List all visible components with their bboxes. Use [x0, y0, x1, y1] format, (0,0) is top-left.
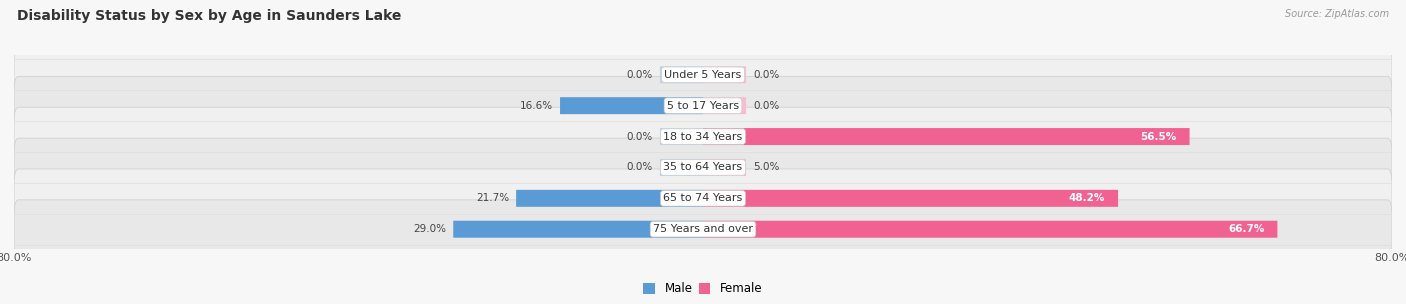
Text: 18 to 34 Years: 18 to 34 Years [664, 132, 742, 142]
Text: 48.2%: 48.2% [1069, 193, 1105, 203]
FancyBboxPatch shape [453, 221, 703, 238]
Text: Under 5 Years: Under 5 Years [665, 70, 741, 80]
Text: Disability Status by Sex by Age in Saunders Lake: Disability Status by Sex by Age in Saund… [17, 9, 401, 23]
FancyBboxPatch shape [659, 66, 703, 83]
FancyBboxPatch shape [14, 169, 1392, 228]
Text: 66.7%: 66.7% [1227, 224, 1264, 234]
FancyBboxPatch shape [703, 97, 747, 114]
FancyBboxPatch shape [703, 221, 1278, 238]
FancyBboxPatch shape [14, 200, 1392, 258]
Text: 0.0%: 0.0% [627, 132, 652, 142]
FancyBboxPatch shape [560, 97, 703, 114]
FancyBboxPatch shape [14, 46, 1392, 104]
Text: 0.0%: 0.0% [754, 70, 779, 80]
Text: 29.0%: 29.0% [413, 224, 446, 234]
FancyBboxPatch shape [703, 190, 1118, 207]
Text: 0.0%: 0.0% [627, 162, 652, 172]
Text: 5.0%: 5.0% [754, 162, 779, 172]
Text: Source: ZipAtlas.com: Source: ZipAtlas.com [1285, 9, 1389, 19]
Text: 16.6%: 16.6% [520, 101, 553, 111]
Text: 75 Years and over: 75 Years and over [652, 224, 754, 234]
FancyBboxPatch shape [516, 190, 703, 207]
Text: 0.0%: 0.0% [754, 101, 779, 111]
FancyBboxPatch shape [14, 138, 1392, 197]
Text: 35 to 64 Years: 35 to 64 Years [664, 162, 742, 172]
FancyBboxPatch shape [14, 107, 1392, 166]
FancyBboxPatch shape [659, 128, 703, 145]
Text: 5 to 17 Years: 5 to 17 Years [666, 101, 740, 111]
FancyBboxPatch shape [703, 128, 1189, 145]
Text: 0.0%: 0.0% [627, 70, 652, 80]
FancyBboxPatch shape [703, 159, 747, 176]
Text: 65 to 74 Years: 65 to 74 Years [664, 193, 742, 203]
Legend: Male, Female: Male, Female [641, 280, 765, 298]
FancyBboxPatch shape [659, 159, 703, 176]
Text: 21.7%: 21.7% [477, 193, 509, 203]
Text: 56.5%: 56.5% [1140, 132, 1177, 142]
FancyBboxPatch shape [703, 66, 747, 83]
FancyBboxPatch shape [14, 76, 1392, 135]
